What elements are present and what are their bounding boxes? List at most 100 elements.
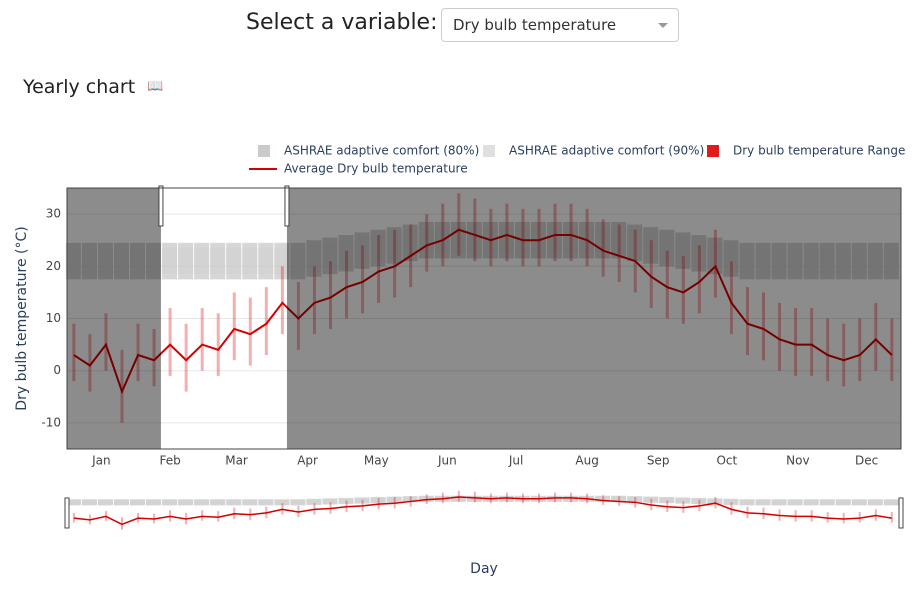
slider-comfort-bar bbox=[627, 497, 643, 502]
comfort-bar bbox=[675, 237, 691, 264]
comfort-bar bbox=[707, 242, 723, 269]
slider-average-line bbox=[73, 496, 892, 526]
dropdown-value: Dry bulb temperature bbox=[453, 16, 617, 34]
comfort-bar bbox=[803, 248, 819, 275]
comfort-bar bbox=[787, 248, 803, 275]
slider-comfort-bar bbox=[675, 498, 691, 503]
comfort-bar bbox=[274, 248, 290, 275]
comfort-bar bbox=[290, 248, 306, 275]
comfort-bar bbox=[611, 227, 627, 254]
slider-comfort-bar bbox=[707, 499, 723, 504]
x-tick-label: Jun bbox=[437, 454, 457, 468]
comfort-bar bbox=[627, 229, 643, 256]
slider-comfort-bar bbox=[498, 496, 514, 501]
comfort-bar bbox=[771, 248, 787, 275]
slider-comfort-bar bbox=[883, 500, 899, 505]
comfort-bar bbox=[691, 240, 707, 267]
legend-label: ASHRAE adaptive comfort (80%) bbox=[284, 144, 479, 158]
slider-comfort-bar bbox=[306, 499, 322, 505]
slider-comfort-bar bbox=[290, 500, 306, 505]
legend-swatch bbox=[707, 145, 719, 157]
slider-comfort-bar bbox=[739, 500, 755, 505]
comfort-bar bbox=[354, 237, 370, 264]
x-tick-label: Nov bbox=[786, 454, 809, 468]
slider-comfort-bar bbox=[65, 500, 81, 505]
section-title: Yearly chart 📖 bbox=[23, 76, 163, 98]
comfort-bar bbox=[81, 248, 97, 275]
slider-comfort-bar bbox=[787, 500, 803, 505]
x-tick-label: Mar bbox=[225, 454, 248, 468]
slider-comfort-bar bbox=[146, 500, 162, 505]
legend-label: Dry bulb temperature Range bbox=[733, 144, 905, 158]
comfort-bar bbox=[226, 248, 242, 275]
slider-comfort-bar bbox=[466, 496, 482, 501]
slider-comfort-bar bbox=[803, 500, 819, 505]
legend-swatch bbox=[258, 145, 270, 157]
slider-comfort-bar bbox=[563, 496, 579, 501]
legend-label: ASHRAE adaptive comfort (90%) bbox=[509, 144, 704, 158]
comfort-bar bbox=[755, 248, 771, 275]
dropdown[interactable]: Dry bulb temperature bbox=[441, 8, 679, 42]
x-tick-label: Dec bbox=[855, 454, 878, 468]
comfort-bar bbox=[563, 227, 579, 254]
comfort-bar bbox=[65, 248, 81, 275]
slider-comfort-bar bbox=[338, 498, 354, 504]
slider-comfort-bar bbox=[178, 500, 194, 505]
y-tick-label: -10 bbox=[41, 415, 61, 429]
section-title-text: Yearly chart bbox=[23, 76, 136, 98]
slider-comfort-bar bbox=[418, 496, 434, 501]
comfort-bar bbox=[97, 248, 113, 275]
x-tick-label: Apr bbox=[297, 454, 318, 468]
comfort-bar bbox=[723, 245, 739, 272]
comfort-bar bbox=[306, 245, 322, 272]
y-tick-label: 10 bbox=[46, 311, 61, 325]
slider-comfort-bar bbox=[274, 500, 290, 505]
average-line bbox=[73, 228, 893, 395]
comfort-bar bbox=[402, 229, 418, 256]
comfort-bar bbox=[418, 227, 434, 254]
slider-comfort-bar bbox=[130, 500, 146, 505]
x-tick-label: Jul bbox=[508, 454, 523, 468]
legend-label: Average Dry bulb temperature bbox=[284, 162, 468, 176]
select-label: Select a variable: bbox=[246, 10, 438, 35]
slider-comfort-bar bbox=[595, 496, 611, 501]
x-tick-label: Aug bbox=[575, 454, 598, 468]
comfort-bar bbox=[739, 248, 755, 275]
slider-comfort-bar bbox=[723, 499, 739, 505]
comfort-bar bbox=[194, 248, 210, 275]
slider-comfort-bar bbox=[867, 500, 883, 505]
comfort-bar bbox=[370, 234, 386, 262]
slider-comfort-bar bbox=[755, 500, 771, 505]
slider-comfort-bar bbox=[402, 497, 418, 502]
comfort-bar bbox=[130, 248, 146, 275]
comfort-bar bbox=[113, 248, 130, 275]
slider-handle bbox=[898, 497, 904, 529]
slider-comfort-bar bbox=[194, 500, 210, 505]
slider-comfort-bar bbox=[322, 499, 338, 504]
comfort-bar bbox=[242, 248, 258, 275]
y-axis-title: Dry bulb temperature (°C) bbox=[14, 226, 30, 410]
comfort-bar bbox=[659, 234, 675, 262]
comfort-bar bbox=[819, 248, 835, 275]
y-tick-label: 30 bbox=[46, 207, 61, 221]
x-tick-label: Feb bbox=[159, 454, 180, 468]
comfort-bar bbox=[178, 248, 194, 275]
comfort-bar bbox=[643, 232, 659, 259]
plot-frame bbox=[66, 187, 902, 450]
book-icon[interactable]: 📖 bbox=[147, 79, 164, 94]
slider-comfort-bar bbox=[386, 497, 402, 502]
slider-comfort-bar bbox=[210, 500, 226, 505]
slider-comfort-bar bbox=[81, 500, 97, 505]
comfort-bar bbox=[883, 248, 899, 275]
selection-handle bbox=[158, 185, 164, 227]
comfort-bar bbox=[851, 248, 867, 275]
x-tick-label: Sep bbox=[647, 454, 670, 468]
y-tick-label: 0 bbox=[53, 363, 61, 377]
slider-comfort-bar bbox=[226, 500, 242, 505]
comfort-bar bbox=[162, 248, 178, 275]
slider-comfort-bar bbox=[242, 500, 258, 505]
x-tick-label: Jan bbox=[91, 454, 111, 468]
slider-comfort-bar bbox=[97, 500, 113, 505]
comfort-bar bbox=[338, 240, 354, 267]
